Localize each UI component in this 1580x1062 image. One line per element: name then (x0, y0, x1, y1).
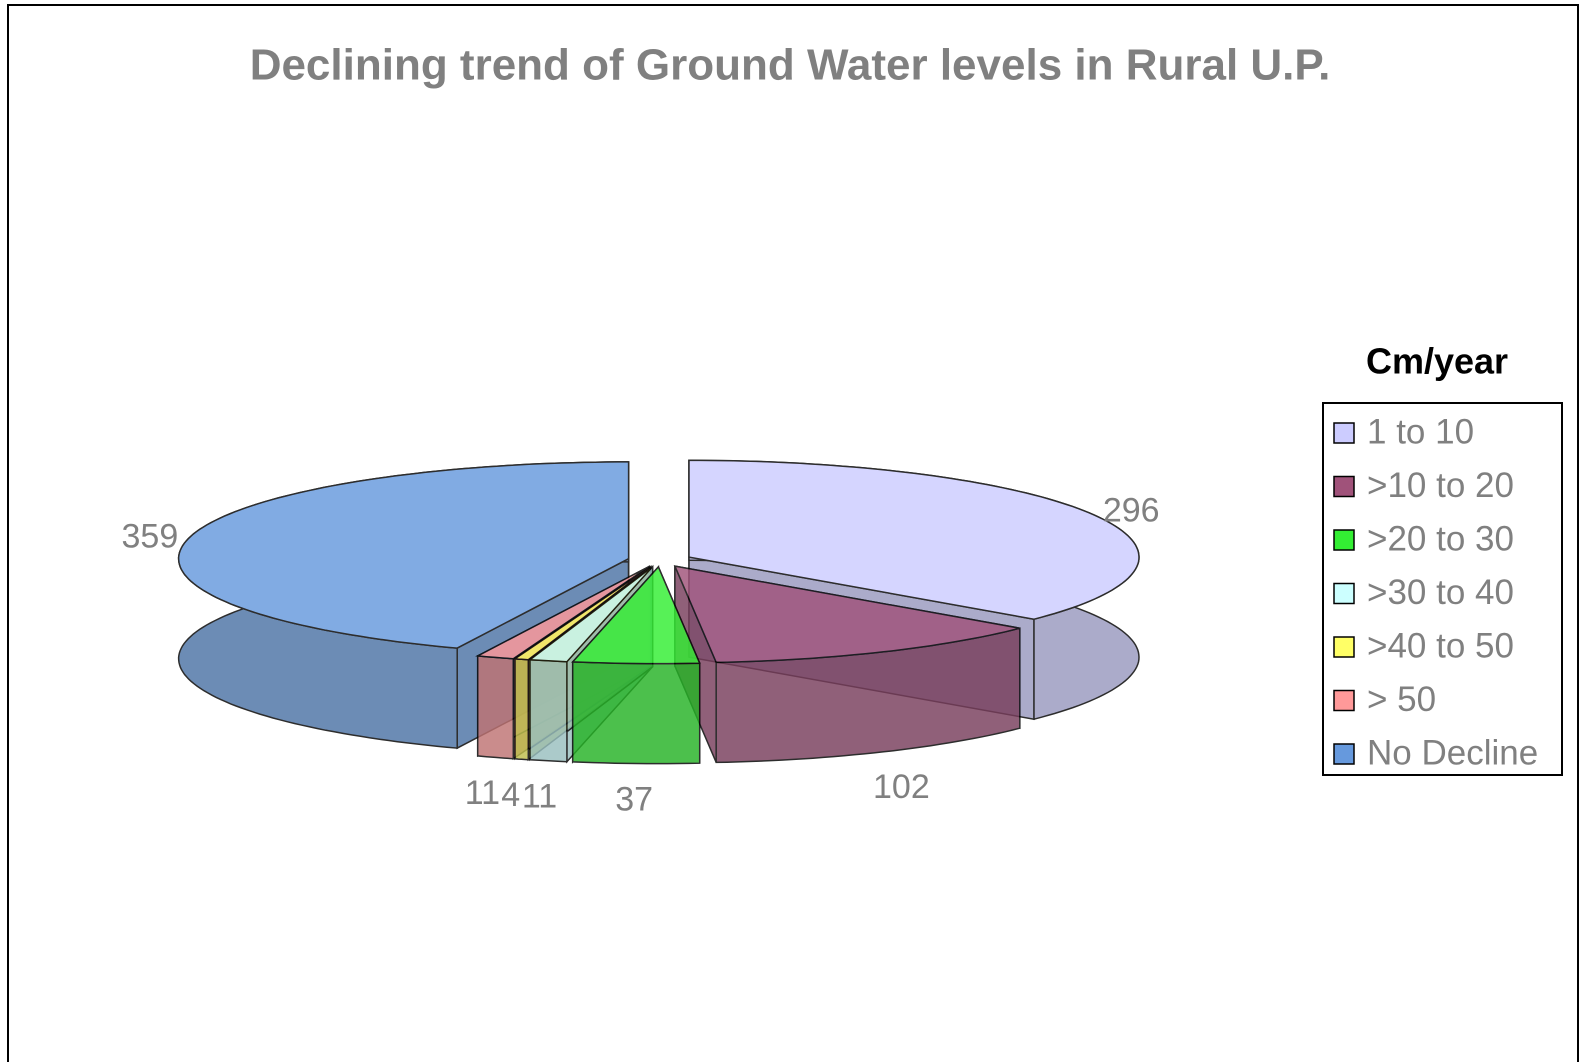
legend-swatch (1333, 689, 1355, 712)
data-label: 37 (615, 781, 653, 819)
data-label: 11 (465, 774, 500, 812)
legend-label: >30 to 40 (1367, 573, 1514, 612)
legend-label: >10 to 20 (1367, 466, 1514, 505)
data-label: 359 (122, 517, 179, 555)
slice-top (527, 566, 654, 663)
legend-swatch (1333, 743, 1355, 765)
legend-box (1322, 402, 1563, 776)
legend-swatch (1333, 636, 1355, 658)
slice-top (571, 565, 701, 665)
slice-outer-wall (529, 659, 568, 763)
slice (571, 564, 701, 765)
legend-swatch (1333, 529, 1355, 551)
slice-outer-wall (476, 655, 515, 760)
slice-top (512, 565, 652, 661)
legend-swatch (1333, 475, 1355, 498)
slice-outer-wall (514, 657, 530, 761)
slice-outer-wall (571, 661, 701, 765)
legend-label: >40 to 50 (1367, 626, 1514, 665)
slice-top (475, 565, 650, 660)
legend-swatch (1333, 582, 1355, 605)
legend-label: 1 to 10 (1367, 412, 1474, 451)
legend-swatch (1333, 422, 1355, 444)
slice-top (177, 461, 630, 649)
slice-top (688, 459, 1140, 620)
legend-label: No Decline (1367, 733, 1538, 772)
legend-label: >20 to 30 (1367, 519, 1514, 558)
legend-label: > 50 (1367, 680, 1436, 719)
slice-top (673, 565, 1020, 664)
data-label: 296 (1103, 492, 1160, 530)
data-label: 4 (501, 776, 520, 814)
chart-title: Declining trend of Ground Water levels i… (250, 41, 1331, 90)
data-label: 11 (522, 778, 557, 816)
legend: 1 to 10 >10 to 20 >20 to 30 >30 to 40 >40 to… (1333, 412, 1538, 772)
data-label: 102 (873, 768, 930, 806)
legend-title: Cm/year (1366, 341, 1508, 382)
slice (673, 565, 1021, 764)
